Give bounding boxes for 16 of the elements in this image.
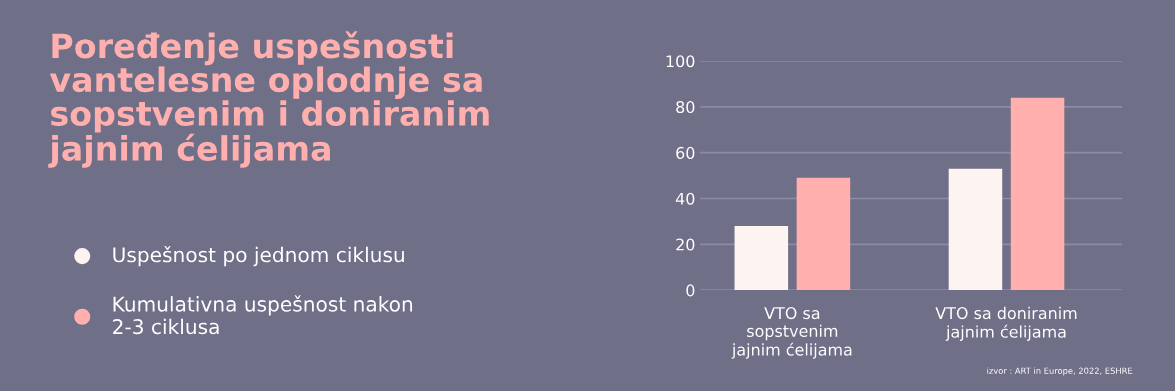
y-tick-label: 80 <box>676 101 695 114</box>
bar <box>1010 97 1065 291</box>
x-tick-label: VTO sa doniranim jajnim ćelijama <box>935 306 1077 341</box>
bar <box>948 168 1003 291</box>
bar <box>796 177 851 291</box>
y-tick-label: 100 <box>666 55 695 68</box>
bar <box>734 225 789 291</box>
legend-label: Uspešnost po jednom ciklusu <box>113 245 404 267</box>
y-tick-label: 20 <box>676 238 695 251</box>
x-tick-label: VTO sa sopstvenim jajnim ćelijama <box>731 307 852 359</box>
y-tick-label: 40 <box>675 192 695 205</box>
y-tick-label: 60 <box>676 146 695 159</box>
legend-label: Kumulativna uspešnost nakon 2-3 ciklusa <box>113 295 413 335</box>
text: Poređenje uspešnosti vantelesne oplodnje sa sopstvenim i doniranim jajnim ćelijama <box>48 31 489 168</box>
text: izvor : ART in Europe, 2022, ESHRE <box>987 367 1133 376</box>
y-tick-label: 0 <box>686 284 695 297</box>
